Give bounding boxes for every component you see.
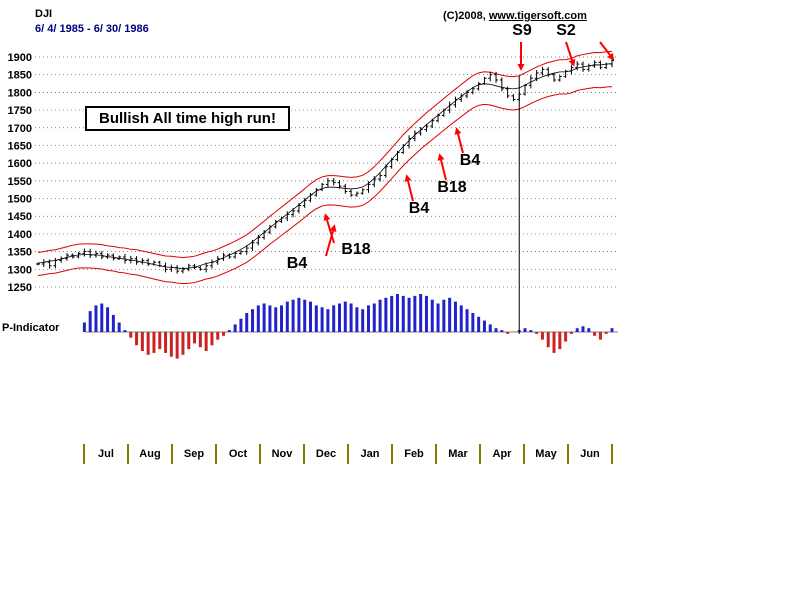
svg-text:1600: 1600 xyxy=(8,158,32,170)
month-label-jul: Jul xyxy=(83,444,127,464)
month-label-feb: Feb xyxy=(391,444,435,464)
month-label-aug: Aug xyxy=(127,444,171,464)
svg-text:1850: 1850 xyxy=(8,70,32,82)
svg-text:B4: B4 xyxy=(409,200,430,217)
month-label-mar: Mar xyxy=(435,444,479,464)
y-axis-labels: 1900 1850 1800 1750 1700 1650 1600 1550 1500 1450… xyxy=(8,52,32,294)
svg-text:1550: 1550 xyxy=(8,176,32,188)
sell-signal-annotations: S9 S2 xyxy=(512,22,615,71)
month-label-jun: Jun xyxy=(567,444,613,464)
svg-text:1650: 1650 xyxy=(8,140,32,152)
copyright-site-link[interactable]: www.tigersoft.com xyxy=(488,10,587,22)
p-indicator-bars xyxy=(82,294,618,359)
copyright-label: (C)2008, www.tigersoft.com xyxy=(443,10,587,22)
month-label-oct: Oct xyxy=(215,444,259,464)
bullish-annotation-box: Bullish All time high run! xyxy=(85,106,290,131)
symbol-label: DJI xyxy=(35,8,53,20)
month-label-dec: Dec xyxy=(303,444,347,464)
svg-text:1500: 1500 xyxy=(8,194,32,206)
svg-text:1350: 1350 xyxy=(8,247,32,259)
svg-text:1400: 1400 xyxy=(8,229,32,241)
price-bars xyxy=(36,57,614,274)
date-range-label: 6/ 4/ 1985 - 6/ 30/ 1986 xyxy=(35,23,149,35)
month-label-may: May xyxy=(523,444,567,464)
svg-text:1900: 1900 xyxy=(8,52,32,64)
svg-text:1450: 1450 xyxy=(8,211,32,223)
p-indicator-label: P-Indicator xyxy=(2,322,60,334)
svg-text:1300: 1300 xyxy=(8,264,32,276)
svg-text:S2: S2 xyxy=(556,22,576,39)
month-axis: Jul Aug Sep Oct Nov Dec Jan Feb Mar Apr May Jun xyxy=(83,444,613,464)
month-label-sep: Sep xyxy=(171,444,215,464)
svg-text:B18: B18 xyxy=(341,241,370,258)
svg-text:B4: B4 xyxy=(287,255,308,272)
svg-text:1250: 1250 xyxy=(8,282,32,294)
svg-text:1700: 1700 xyxy=(8,123,32,135)
ma-line xyxy=(37,63,613,269)
month-label-jan: Jan xyxy=(347,444,391,464)
trading-bands xyxy=(37,50,613,285)
svg-text:S9: S9 xyxy=(512,22,532,39)
svg-text:B18: B18 xyxy=(437,179,466,196)
svg-text:1750: 1750 xyxy=(8,105,32,117)
copyright-prefix: (C)2008, xyxy=(443,10,489,22)
month-label-apr: Apr xyxy=(479,444,523,464)
svg-text:B4: B4 xyxy=(460,152,481,169)
svg-text:1800: 1800 xyxy=(8,87,32,99)
month-label-nov: Nov xyxy=(259,444,303,464)
buy-signal-annotations: B4 B18 B4 B18 B4 xyxy=(287,127,481,272)
